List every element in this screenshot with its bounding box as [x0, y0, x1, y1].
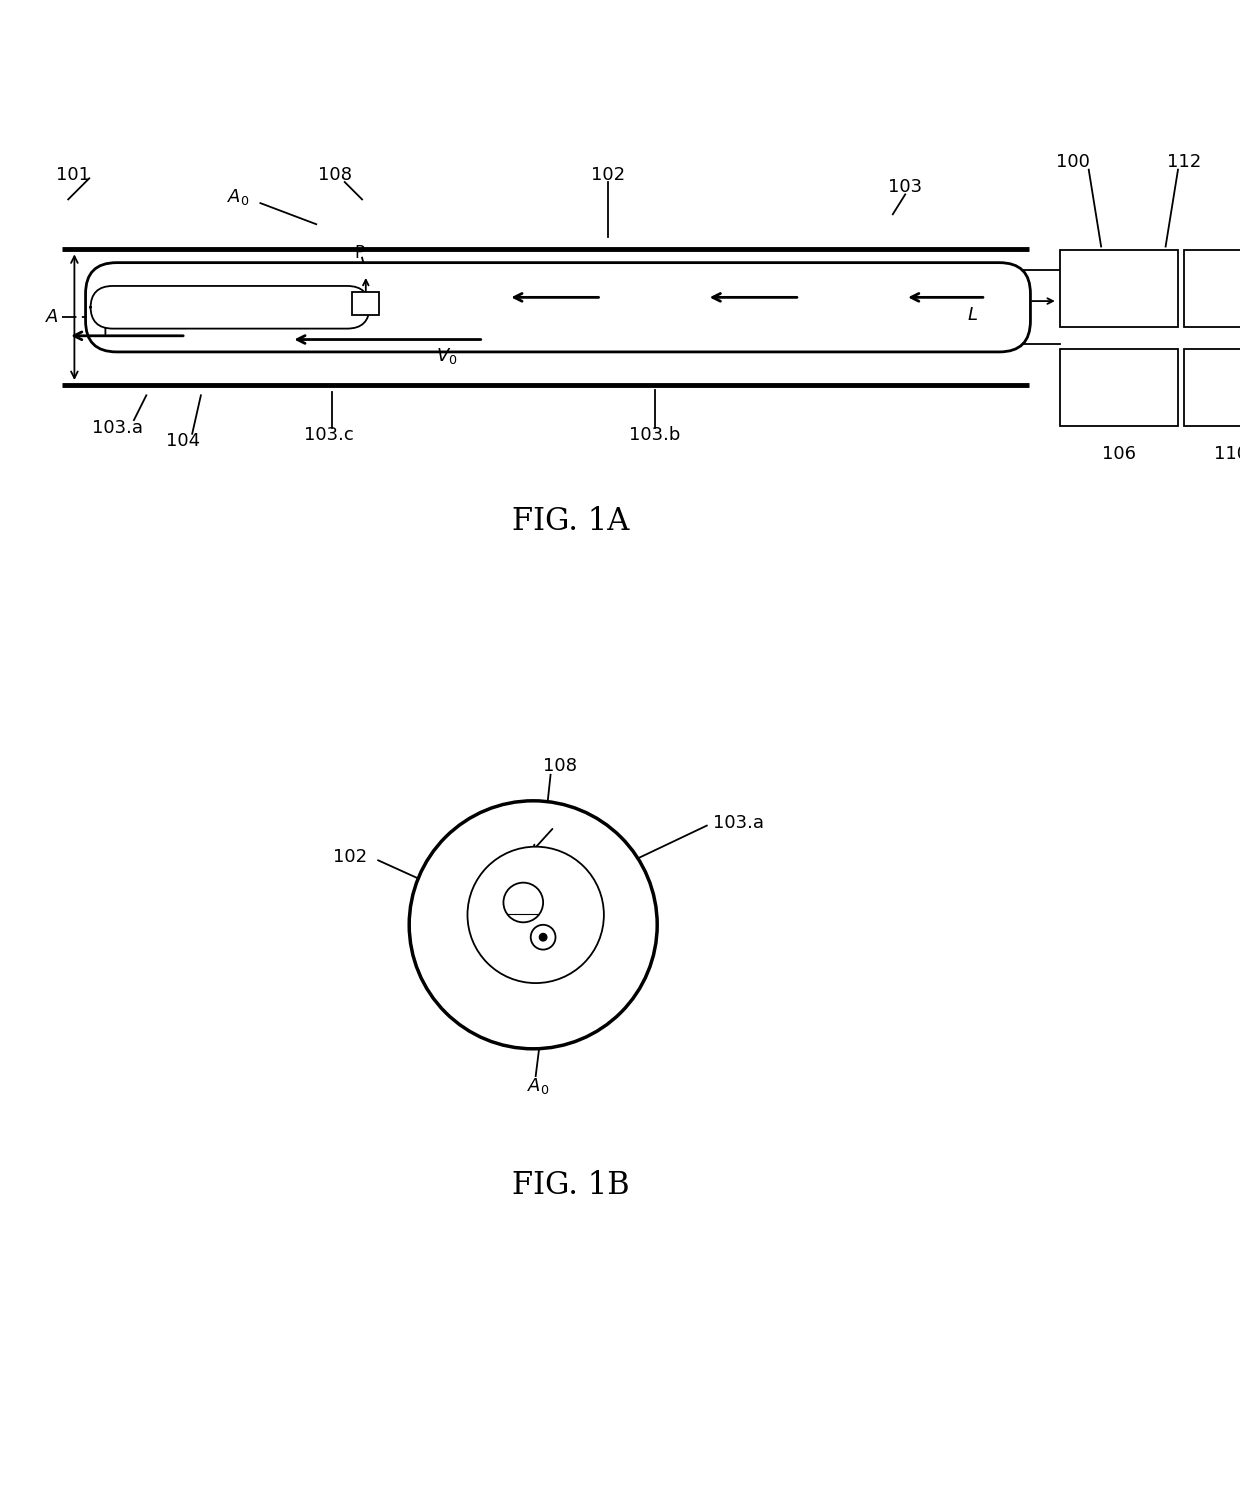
- Text: 103.a: 103.a: [713, 814, 764, 831]
- Text: 106: 106: [1102, 444, 1136, 462]
- Circle shape: [409, 800, 657, 1049]
- Text: 110: 110: [1214, 444, 1240, 462]
- FancyBboxPatch shape: [86, 262, 1030, 352]
- Text: 108: 108: [543, 757, 578, 775]
- Text: 103.b: 103.b: [629, 426, 681, 444]
- FancyBboxPatch shape: [91, 286, 370, 329]
- Text: $V_0$: $V_0$: [435, 346, 458, 365]
- Text: 103: 103: [888, 177, 923, 197]
- Text: A: A: [46, 308, 58, 326]
- Bar: [1060, 250, 1178, 328]
- Text: 103.c: 103.c: [304, 426, 353, 444]
- Text: 100: 100: [1055, 153, 1090, 171]
- Bar: [352, 292, 379, 314]
- Text: 108: 108: [317, 165, 352, 183]
- Circle shape: [467, 846, 604, 983]
- Text: 101: 101: [56, 165, 89, 183]
- Circle shape: [531, 925, 556, 949]
- Text: 104: 104: [166, 432, 201, 450]
- Text: FIG. 1B: FIG. 1B: [512, 1170, 629, 1201]
- Text: 103.a: 103.a: [92, 419, 144, 437]
- Text: $A_0$: $A_0$: [527, 1076, 549, 1097]
- Text: A: A: [518, 895, 528, 909]
- Text: L: L: [560, 930, 568, 945]
- Text: 102: 102: [332, 848, 367, 866]
- Circle shape: [539, 933, 547, 940]
- Text: FIG. 1A: FIG. 1A: [512, 507, 629, 538]
- Text: L: L: [967, 305, 977, 323]
- Bar: [1184, 250, 1240, 328]
- Circle shape: [503, 882, 543, 922]
- Text: 112: 112: [1167, 153, 1202, 171]
- Text: P: P: [355, 244, 365, 262]
- Text: $A_0$: $A_0$: [227, 186, 249, 207]
- Bar: [1060, 350, 1178, 426]
- Bar: [1184, 350, 1240, 426]
- Text: 102: 102: [590, 165, 625, 183]
